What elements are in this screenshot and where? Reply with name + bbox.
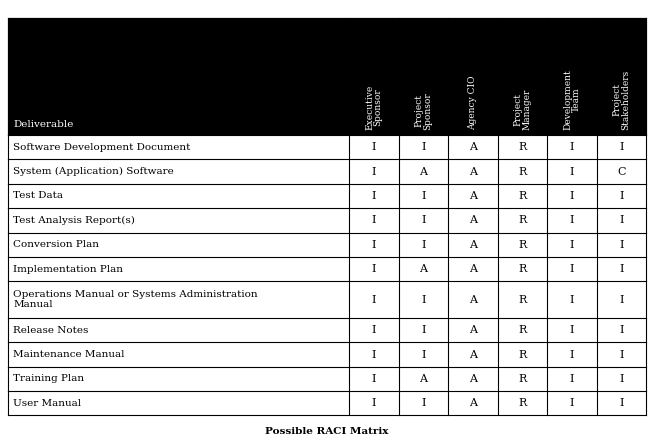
Text: I: I [570, 240, 574, 250]
Text: Test Data: Test Data [13, 191, 63, 201]
Bar [8, 282, 646, 318]
Text: I: I [619, 142, 624, 152]
Text: R: R [519, 167, 526, 177]
Text: I: I [570, 350, 574, 359]
Text: I: I [372, 398, 376, 408]
Text: I: I [372, 215, 376, 225]
Text: Deliverable: Deliverable [13, 120, 73, 129]
Text: A: A [469, 215, 477, 225]
Text: I: I [570, 295, 574, 305]
Bar [8, 18, 646, 135]
Text: I: I [570, 215, 574, 225]
Text: Operations Manual or Systems Administration
Manual: Operations Manual or Systems Administrat… [13, 290, 258, 309]
Text: I: I [421, 191, 426, 201]
Text: I: I [619, 215, 624, 225]
Bar [8, 184, 646, 208]
Text: A: A [420, 374, 428, 384]
Text: I: I [421, 215, 426, 225]
Text: R: R [519, 325, 526, 335]
Text: A: A [469, 264, 477, 274]
Bar [8, 160, 646, 184]
Text: I: I [421, 142, 426, 152]
Text: A: A [469, 350, 477, 359]
Bar [8, 232, 646, 257]
Text: I: I [421, 325, 426, 335]
Text: I: I [570, 191, 574, 201]
Text: A: A [420, 167, 428, 177]
Text: I: I [619, 240, 624, 250]
Text: Possible RACI Matrix: Possible RACI Matrix [266, 427, 388, 435]
Bar [8, 391, 646, 415]
Text: A: A [420, 264, 428, 274]
Text: System (Application) Software: System (Application) Software [13, 167, 174, 176]
Text: I: I [619, 325, 624, 335]
Text: A: A [469, 398, 477, 408]
Text: Conversion Plan: Conversion Plan [13, 240, 99, 249]
Text: R: R [519, 264, 526, 274]
Text: I: I [372, 142, 376, 152]
Text: A: A [469, 374, 477, 384]
Text: R: R [519, 191, 526, 201]
Text: Maintenance Manual: Maintenance Manual [13, 350, 124, 359]
Bar [8, 135, 646, 160]
Text: R: R [519, 215, 526, 225]
Text: I: I [570, 142, 574, 152]
Text: I: I [421, 350, 426, 359]
Text: I: I [619, 295, 624, 305]
Text: I: I [570, 325, 574, 335]
Text: I: I [372, 240, 376, 250]
Text: Test Analysis Report(s): Test Analysis Report(s) [13, 216, 135, 225]
Text: I: I [619, 398, 624, 408]
Text: C: C [617, 167, 626, 177]
Text: I: I [421, 398, 426, 408]
Text: Training Plan: Training Plan [13, 374, 84, 383]
Text: Release Notes: Release Notes [13, 326, 88, 335]
Text: A: A [469, 295, 477, 305]
Text: I: I [372, 350, 376, 359]
Text: I: I [570, 398, 574, 408]
Text: A: A [469, 167, 477, 177]
Text: R: R [519, 374, 526, 384]
Text: A: A [469, 142, 477, 152]
Text: A: A [469, 325, 477, 335]
Text: I: I [421, 240, 426, 250]
Text: I: I [619, 350, 624, 359]
Bar [8, 208, 646, 232]
Text: I: I [619, 191, 624, 201]
Text: Project
Stakeholders: Project Stakeholders [613, 69, 630, 130]
Text: R: R [519, 398, 526, 408]
Text: I: I [570, 264, 574, 274]
Text: I: I [372, 374, 376, 384]
Text: A: A [469, 240, 477, 250]
Text: Agency CIO: Agency CIO [468, 75, 477, 130]
Text: R: R [519, 350, 526, 359]
Text: I: I [570, 374, 574, 384]
Text: I: I [372, 191, 376, 201]
Text: R: R [519, 240, 526, 250]
Bar [8, 367, 646, 391]
Text: Implementation Plan: Implementation Plan [13, 265, 123, 274]
Text: I: I [619, 374, 624, 384]
Bar [8, 318, 646, 342]
Text: I: I [372, 167, 376, 177]
Text: Project
Manager: Project Manager [514, 88, 531, 130]
Text: I: I [372, 264, 376, 274]
Text: Project
Sponsor: Project Sponsor [415, 92, 432, 130]
Bar [8, 257, 646, 282]
Text: User Manual: User Manual [13, 399, 81, 408]
Text: Software Development Document: Software Development Document [13, 143, 190, 152]
Text: A: A [469, 191, 477, 201]
Text: I: I [421, 295, 426, 305]
Bar [8, 342, 646, 367]
Text: I: I [619, 264, 624, 274]
Text: I: I [372, 325, 376, 335]
Text: I: I [570, 167, 574, 177]
Text: R: R [519, 142, 526, 152]
Text: Development
Team: Development Team [563, 69, 581, 130]
Text: Executive
Sponsor: Executive Sponsor [366, 84, 383, 130]
Text: I: I [372, 295, 376, 305]
Text: R: R [519, 295, 526, 305]
